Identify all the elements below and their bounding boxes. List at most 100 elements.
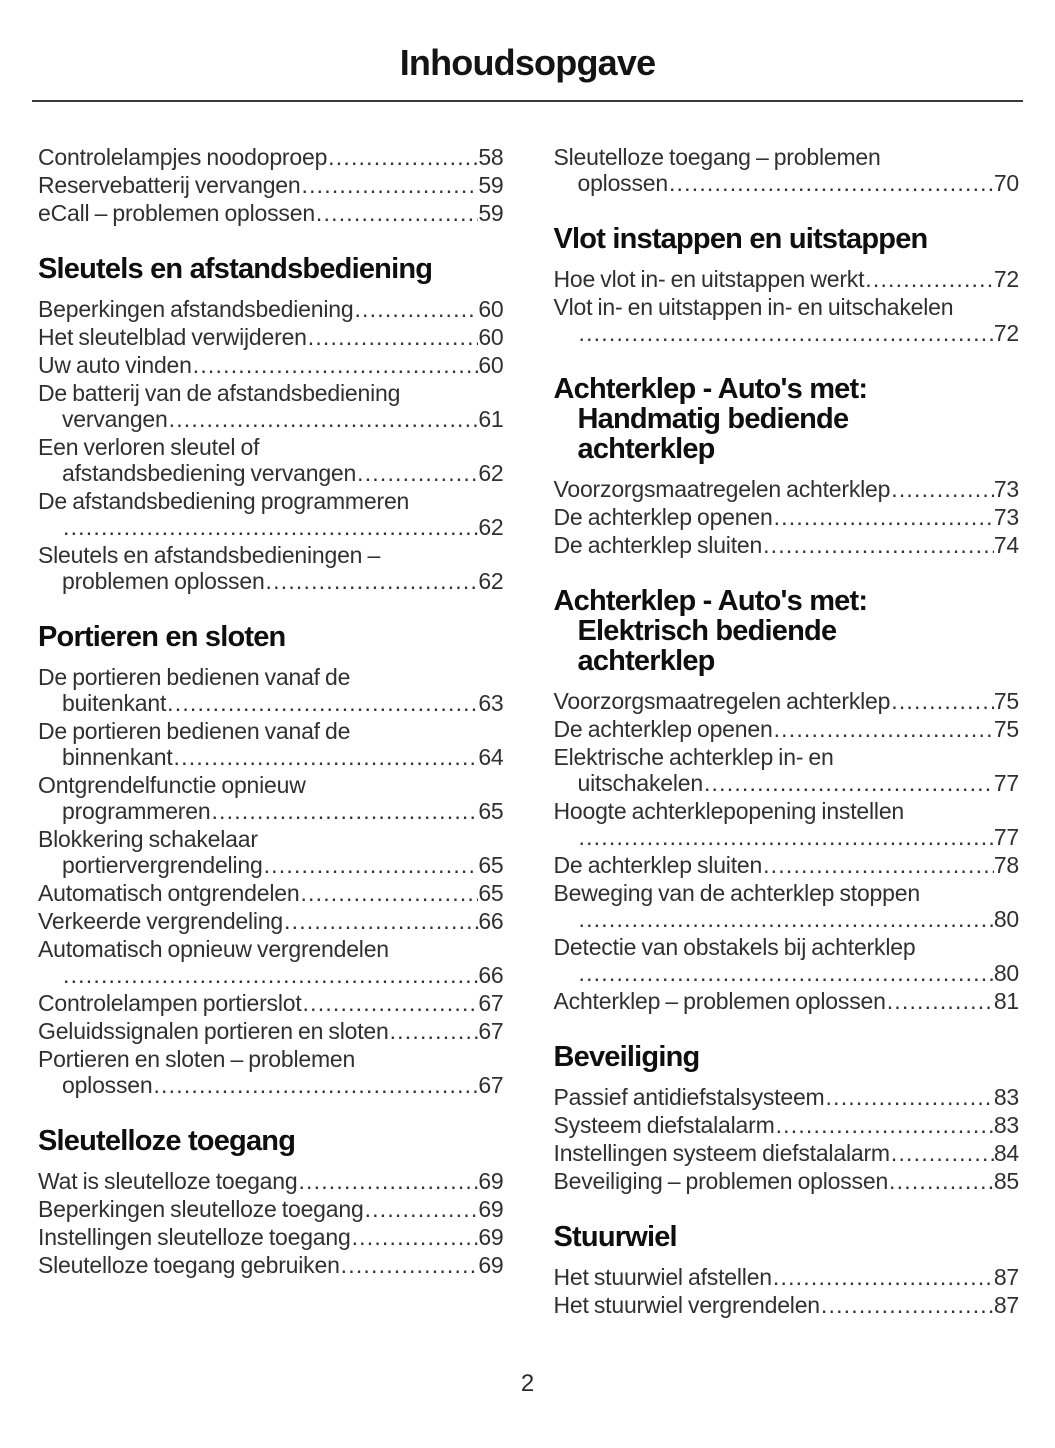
dot-leader xyxy=(703,770,994,796)
toc-entry: Sleutels en afstandsbedieningen – problem… xyxy=(38,542,504,594)
toc-entry: Blokkering schakelaar portiervergrendelin… xyxy=(38,826,504,878)
section-heading-line: Stuurwiel xyxy=(553,1221,678,1253)
entry-leader-line: Achterklep – problemen oplossen 81 xyxy=(554,988,1020,1014)
entry-leader-line: Het stuurwiel afstellen 87 xyxy=(554,1264,1020,1290)
entry-leader-line: 80 xyxy=(554,906,1019,932)
entry-text: Automatisch ontgrendelen xyxy=(38,880,300,906)
entry-leader-line: De achterklep sluiten 74 xyxy=(554,532,1020,558)
entry-page-number: 59 xyxy=(478,172,504,198)
entry-page-number: 58 xyxy=(478,144,504,170)
entry-page-number: 62 xyxy=(478,514,504,540)
entry-page-number: 66 xyxy=(478,962,504,988)
dot-leader xyxy=(578,960,994,986)
entry-leader-line: Het stuurwiel vergrendelen 87 xyxy=(554,1292,1020,1318)
entry-leader-line: eCall – problemen oplossen 59 xyxy=(38,200,504,226)
entry-leader-line: buitenkant 63 xyxy=(38,690,504,716)
entry-page-number: 65 xyxy=(478,852,504,878)
toc-entry: Beperkingen sleutelloze toegang 69 xyxy=(38,1196,504,1222)
dot-leader xyxy=(263,852,479,878)
toc-entry: Sleutelloze toegang gebruiken 69 xyxy=(38,1252,504,1278)
entry-page-number: 63 xyxy=(478,690,504,716)
entry-text: De achterklep sluiten xyxy=(553,852,763,878)
entry-text: Blokkering schakelaar xyxy=(38,826,258,852)
entry-text: De portieren bedienen vanaf de xyxy=(38,664,351,690)
dot-leader xyxy=(152,1072,478,1098)
toc-entry: Het stuurwiel vergrendelen 87 xyxy=(554,1292,1020,1318)
page-number: 2 xyxy=(520,1370,535,1397)
entry-leader-line: De achterklep sluiten 78 xyxy=(554,852,1020,878)
dot-leader xyxy=(820,1292,994,1318)
entry-page-number: 67 xyxy=(478,1072,504,1098)
entry-leader-line: Systeem diefstalalarm 83 xyxy=(554,1112,1020,1138)
entry-leader-line: binnenkant 64 xyxy=(38,744,504,770)
entry-text: Systeem diefstalalarm xyxy=(553,1112,775,1138)
section-heading-line: Achterklep - Auto's met: xyxy=(553,373,869,405)
section-heading-line: Beveiliging xyxy=(553,1041,701,1073)
entry-text: Sleutels en afstandsbedieningen – xyxy=(38,542,381,568)
toc-section: Achterklep - Auto's met: Elektrisch bedie… xyxy=(554,586,1020,1014)
page-title: Inhoudsopgave xyxy=(399,42,656,83)
entry-page-number: 78 xyxy=(993,852,1019,878)
entry-text: Sleutelloze toegang – problemen xyxy=(553,144,881,170)
section-heading: Vlot instappen en uitstappen xyxy=(554,224,1020,254)
toc-entry: eCall – problemen oplossen 59 xyxy=(38,200,504,226)
section-heading: Beveiliging xyxy=(554,1042,1020,1072)
entry-page-number: 73 xyxy=(993,504,1019,530)
entry-leader-line: Wat is sleutelloze toegang 69 xyxy=(38,1168,504,1194)
entry-page-number: 65 xyxy=(478,798,504,824)
toc-section: Controlelampjes noodoproep58Reservebatte… xyxy=(38,144,504,226)
entry-page-number: 80 xyxy=(993,960,1019,986)
toc-column: Controlelampjes noodoproep58Reservebatte… xyxy=(38,144,504,1320)
entry-text: problemen oplossen xyxy=(62,568,265,594)
entry-leader-line: Hoe vlot in- en uitstappen werkt 72 xyxy=(554,266,1020,292)
toc-entry: Automatisch ontgrendelen 65 xyxy=(38,880,504,906)
section-heading-line: Elektrisch bediende xyxy=(577,615,838,647)
toc-entry: De portieren bedienen vanaf de binnenkant… xyxy=(38,718,504,770)
entry-page-number: 69 xyxy=(478,1196,504,1222)
dot-leader xyxy=(353,296,478,322)
dot-leader xyxy=(168,406,479,432)
entry-text: vervangen xyxy=(62,406,168,432)
dot-leader xyxy=(886,988,994,1014)
toc-section: Achterklep - Auto's met: Handmatig bedien… xyxy=(554,374,1020,558)
entry-leader-line: Beveiliging – problemen oplossen 85 xyxy=(554,1168,1020,1194)
entry-text: De afstandsbediening programmeren xyxy=(38,488,410,514)
entry-leader-line: vervangen 61 xyxy=(38,406,504,432)
entry-page-number: 84 xyxy=(993,1140,1019,1166)
entry-leader-line: programmeren 65 xyxy=(38,798,504,824)
entry-text: oplossen xyxy=(577,170,669,196)
toc-entry: De afstandsbediening programmeren 62 xyxy=(38,488,504,540)
toc-entry: De achterklep sluiten 78 xyxy=(554,852,1020,878)
section-heading-line: achterklep xyxy=(577,433,716,465)
entry-text: Uw auto vinden xyxy=(38,352,192,378)
toc-section: Stuurwiel Het stuurwiel afstellen87Het st… xyxy=(554,1222,1020,1318)
dot-leader xyxy=(173,744,479,770)
entry-text: uitschakelen xyxy=(577,770,704,796)
dot-leader xyxy=(299,880,478,906)
entry-leader-line: De achterklep openen 73 xyxy=(554,504,1020,530)
entry-page-number: 67 xyxy=(478,990,504,1016)
toc-entry: Achterklep – problemen oplossen 81 xyxy=(554,988,1020,1014)
toc-entry: Systeem diefstalalarm 83 xyxy=(554,1112,1020,1138)
toc-entry: Reservebatterij vervangen 59 xyxy=(38,172,504,198)
dot-leader xyxy=(265,568,479,594)
entry-page-number: 75 xyxy=(993,688,1019,714)
section-heading-line: achterklep xyxy=(577,645,716,677)
dot-leader xyxy=(340,1252,479,1278)
entry-page-number: 67 xyxy=(478,1018,504,1044)
section-heading: Sleutelloze toegang xyxy=(38,1126,504,1156)
entry-text: De achterklep sluiten xyxy=(553,532,763,558)
dot-leader xyxy=(578,824,994,850)
entry-text: Het sleutelblad verwijderen xyxy=(38,324,307,350)
toc-entry: Controlelampjes noodoproep 58 xyxy=(38,144,504,170)
toc-entry: Controlelampen portierslot 67 xyxy=(38,990,504,1016)
entry-text: Een verloren sleutel of xyxy=(38,434,260,460)
entry-page-number: 75 xyxy=(993,716,1019,742)
entry-text: Elektrische achterklep in- en xyxy=(553,744,834,770)
entry-page-number: 69 xyxy=(478,1168,504,1194)
toc-section: Beveiliging Passief antidiefstalsysteem 83… xyxy=(554,1042,1020,1194)
dot-leader xyxy=(297,1168,478,1194)
entry-page-number: 69 xyxy=(478,1252,504,1278)
